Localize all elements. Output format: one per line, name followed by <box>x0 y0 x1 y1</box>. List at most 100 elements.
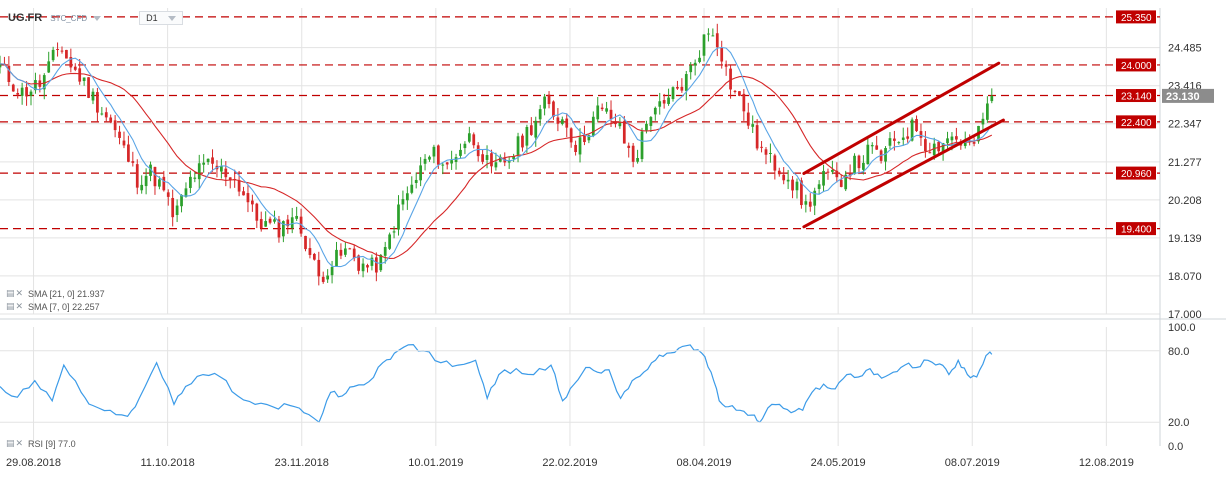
candle-body <box>397 204 400 230</box>
candle-body <box>352 248 356 259</box>
candle-body <box>583 135 586 143</box>
candle <box>193 171 197 183</box>
candle <box>104 107 108 122</box>
candle-body <box>901 137 905 140</box>
candle <box>680 78 684 93</box>
candle <box>330 260 334 284</box>
candle-body <box>910 119 914 141</box>
channel-lower-line <box>802 118 1005 229</box>
candle-body <box>769 152 772 154</box>
settings-icon[interactable]: ▤✕ <box>6 288 25 298</box>
candle-body <box>720 47 724 62</box>
candle-body <box>202 162 206 165</box>
candle-body <box>822 170 825 186</box>
candle <box>113 115 117 138</box>
candle-body <box>193 177 197 179</box>
candle <box>379 254 383 272</box>
candle <box>419 157 422 187</box>
candle <box>56 42 59 57</box>
candle-body <box>476 145 480 157</box>
candle-body <box>273 219 276 222</box>
candle-body <box>339 249 343 256</box>
candle <box>184 182 188 198</box>
candle-body <box>135 164 139 188</box>
trend-channel <box>802 61 1005 229</box>
candle <box>242 186 245 196</box>
candle <box>742 89 746 121</box>
candle-body <box>764 149 768 155</box>
candle <box>751 115 755 134</box>
candle-body <box>684 74 688 91</box>
candle-body <box>963 141 967 146</box>
instrument-type-label: STC_CFD <box>50 13 88 23</box>
level-badge-label: 20.960 <box>1121 169 1152 180</box>
settings-icon[interactable]: ▤✕ <box>6 438 25 448</box>
candle-body <box>529 125 533 135</box>
candle-body <box>264 221 268 227</box>
candle-body <box>100 113 104 115</box>
candle-body <box>631 145 635 162</box>
candle <box>640 127 644 163</box>
timeframe-dropdown[interactable]: D1 <box>139 11 183 25</box>
indicator-sma7[interactable]: ▤✕ SMA [7, 0] 22.257 <box>6 301 100 312</box>
candle-body <box>538 109 542 120</box>
candle <box>100 106 104 116</box>
candle <box>343 242 347 258</box>
candle-body <box>34 80 37 91</box>
candle-body <box>888 138 892 146</box>
candle <box>596 96 600 123</box>
candle-body <box>441 164 445 166</box>
candle-body <box>715 33 719 48</box>
candle-body <box>645 123 648 131</box>
candle <box>822 164 825 193</box>
candle <box>326 269 330 283</box>
candle-body <box>268 218 272 223</box>
candle-body <box>653 107 657 115</box>
candle <box>897 141 901 145</box>
candle-body <box>777 170 781 175</box>
candle <box>689 62 693 80</box>
candle <box>0 55 2 74</box>
candle-body <box>742 93 746 112</box>
candle <box>684 70 688 101</box>
level-badge <box>1116 115 1156 129</box>
candle <box>450 150 453 170</box>
date-tick-label: 29.08.2018 <box>6 457 61 469</box>
instrument-type-dropdown[interactable]: STC_CFD <box>50 13 102 23</box>
candle <box>605 101 608 114</box>
candle-body <box>866 144 870 165</box>
indicator-sma21[interactable]: ▤✕ SMA [21, 0] 21.937 <box>6 288 105 299</box>
rsi-line <box>0 343 993 424</box>
candle-body <box>91 91 95 101</box>
candle-body <box>543 96 546 109</box>
candle <box>348 247 352 250</box>
candle-body <box>312 253 316 260</box>
settings-icon[interactable]: ▤✕ <box>6 301 25 311</box>
candle-body <box>507 160 511 163</box>
candle-body <box>180 194 183 207</box>
candle-body <box>69 57 73 68</box>
horizontal-levels: 25.350 24.000 23.140 22.400 20.960 19.400 <box>0 10 1160 236</box>
candle <box>817 180 821 195</box>
candle-body <box>534 120 538 138</box>
candle <box>428 155 431 162</box>
candle <box>42 73 46 100</box>
candle <box>463 141 467 155</box>
date-tick-label: 08.04.2019 <box>677 457 732 469</box>
candle <box>746 102 750 130</box>
candle-body <box>587 135 591 141</box>
candle-body <box>131 161 135 163</box>
candle-body <box>552 101 555 117</box>
candle <box>591 111 595 138</box>
candle-body <box>259 219 263 229</box>
candle <box>383 241 387 264</box>
candle-body <box>166 192 170 197</box>
price-tick-label: 24.485 <box>1168 43 1202 55</box>
candle-body <box>946 138 949 144</box>
symbol-label: UG.FR <box>8 12 43 24</box>
candle <box>361 258 365 278</box>
indicator-rsi[interactable]: ▤✕ RSI [9] 77.0 <box>6 438 76 449</box>
candle <box>140 175 144 194</box>
candle-body <box>436 145 440 165</box>
